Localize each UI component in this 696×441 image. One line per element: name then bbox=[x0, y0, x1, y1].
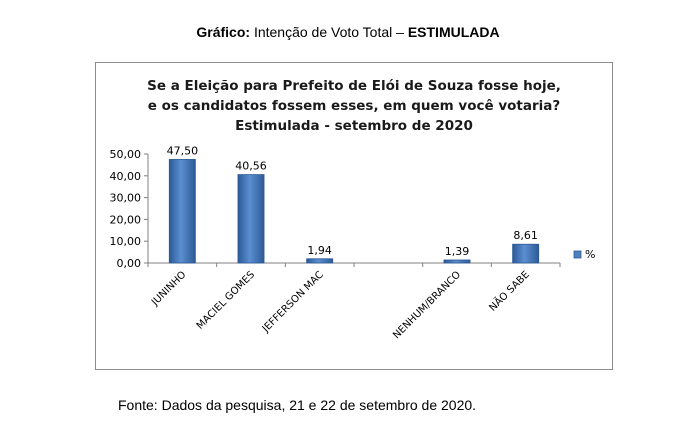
source-note: Fonte: Dados da pesquisa, 21 e 22 de set… bbox=[118, 397, 477, 413]
figure-heading: Gráfico: Intenção de Voto Total – ESTIMU… bbox=[0, 24, 696, 40]
x-category-label: JUNINHO bbox=[149, 269, 188, 308]
chart-frame bbox=[95, 62, 613, 370]
heading-prefix: Gráfico: bbox=[196, 24, 251, 40]
bar bbox=[512, 243, 540, 264]
legend-label: % bbox=[585, 248, 595, 261]
y-tick-label: 50,00 bbox=[110, 148, 142, 161]
y-tick-label: 0,00 bbox=[117, 257, 142, 270]
heading-text: Intenção de Voto Total – bbox=[250, 24, 408, 40]
x-category-label: MACIEL GOMES bbox=[195, 269, 257, 331]
y-tick-label: 10,00 bbox=[110, 235, 142, 248]
y-tick-label: 40,00 bbox=[110, 170, 142, 183]
x-category-label: JEFFERSON MAC bbox=[260, 269, 326, 335]
data-label: 47,50 bbox=[167, 144, 199, 157]
x-category-label: NÃO SABE bbox=[486, 268, 532, 314]
y-tick-label: 20,00 bbox=[110, 213, 142, 226]
y-tick-label: 30,00 bbox=[110, 192, 142, 205]
bar bbox=[168, 159, 196, 264]
chart-title-line-3: Estimulada - setembro de 2020 bbox=[235, 118, 473, 134]
data-label: 8,61 bbox=[513, 229, 538, 242]
x-category-label: NENHUM/BRANCO bbox=[391, 269, 463, 341]
plot-area: 0,00 10,00 20,00 30,00 40,00 50,00 47,50 JUNINH… bbox=[110, 144, 596, 341]
chart-title-line-1: Se a Eleição para Prefeito de Elói de So… bbox=[147, 78, 561, 94]
bar bbox=[306, 258, 334, 264]
heading-suffix: ESTIMULADA bbox=[407, 24, 500, 40]
data-label: 1,94 bbox=[307, 244, 332, 257]
bar bbox=[443, 259, 471, 264]
bar bbox=[237, 174, 265, 264]
data-label: 40,56 bbox=[235, 160, 267, 173]
data-label: 1,39 bbox=[445, 245, 470, 258]
legend-swatch bbox=[573, 250, 582, 259]
chart-title-line-2: e os candidatos fossem esses, em quem vo… bbox=[148, 98, 560, 114]
